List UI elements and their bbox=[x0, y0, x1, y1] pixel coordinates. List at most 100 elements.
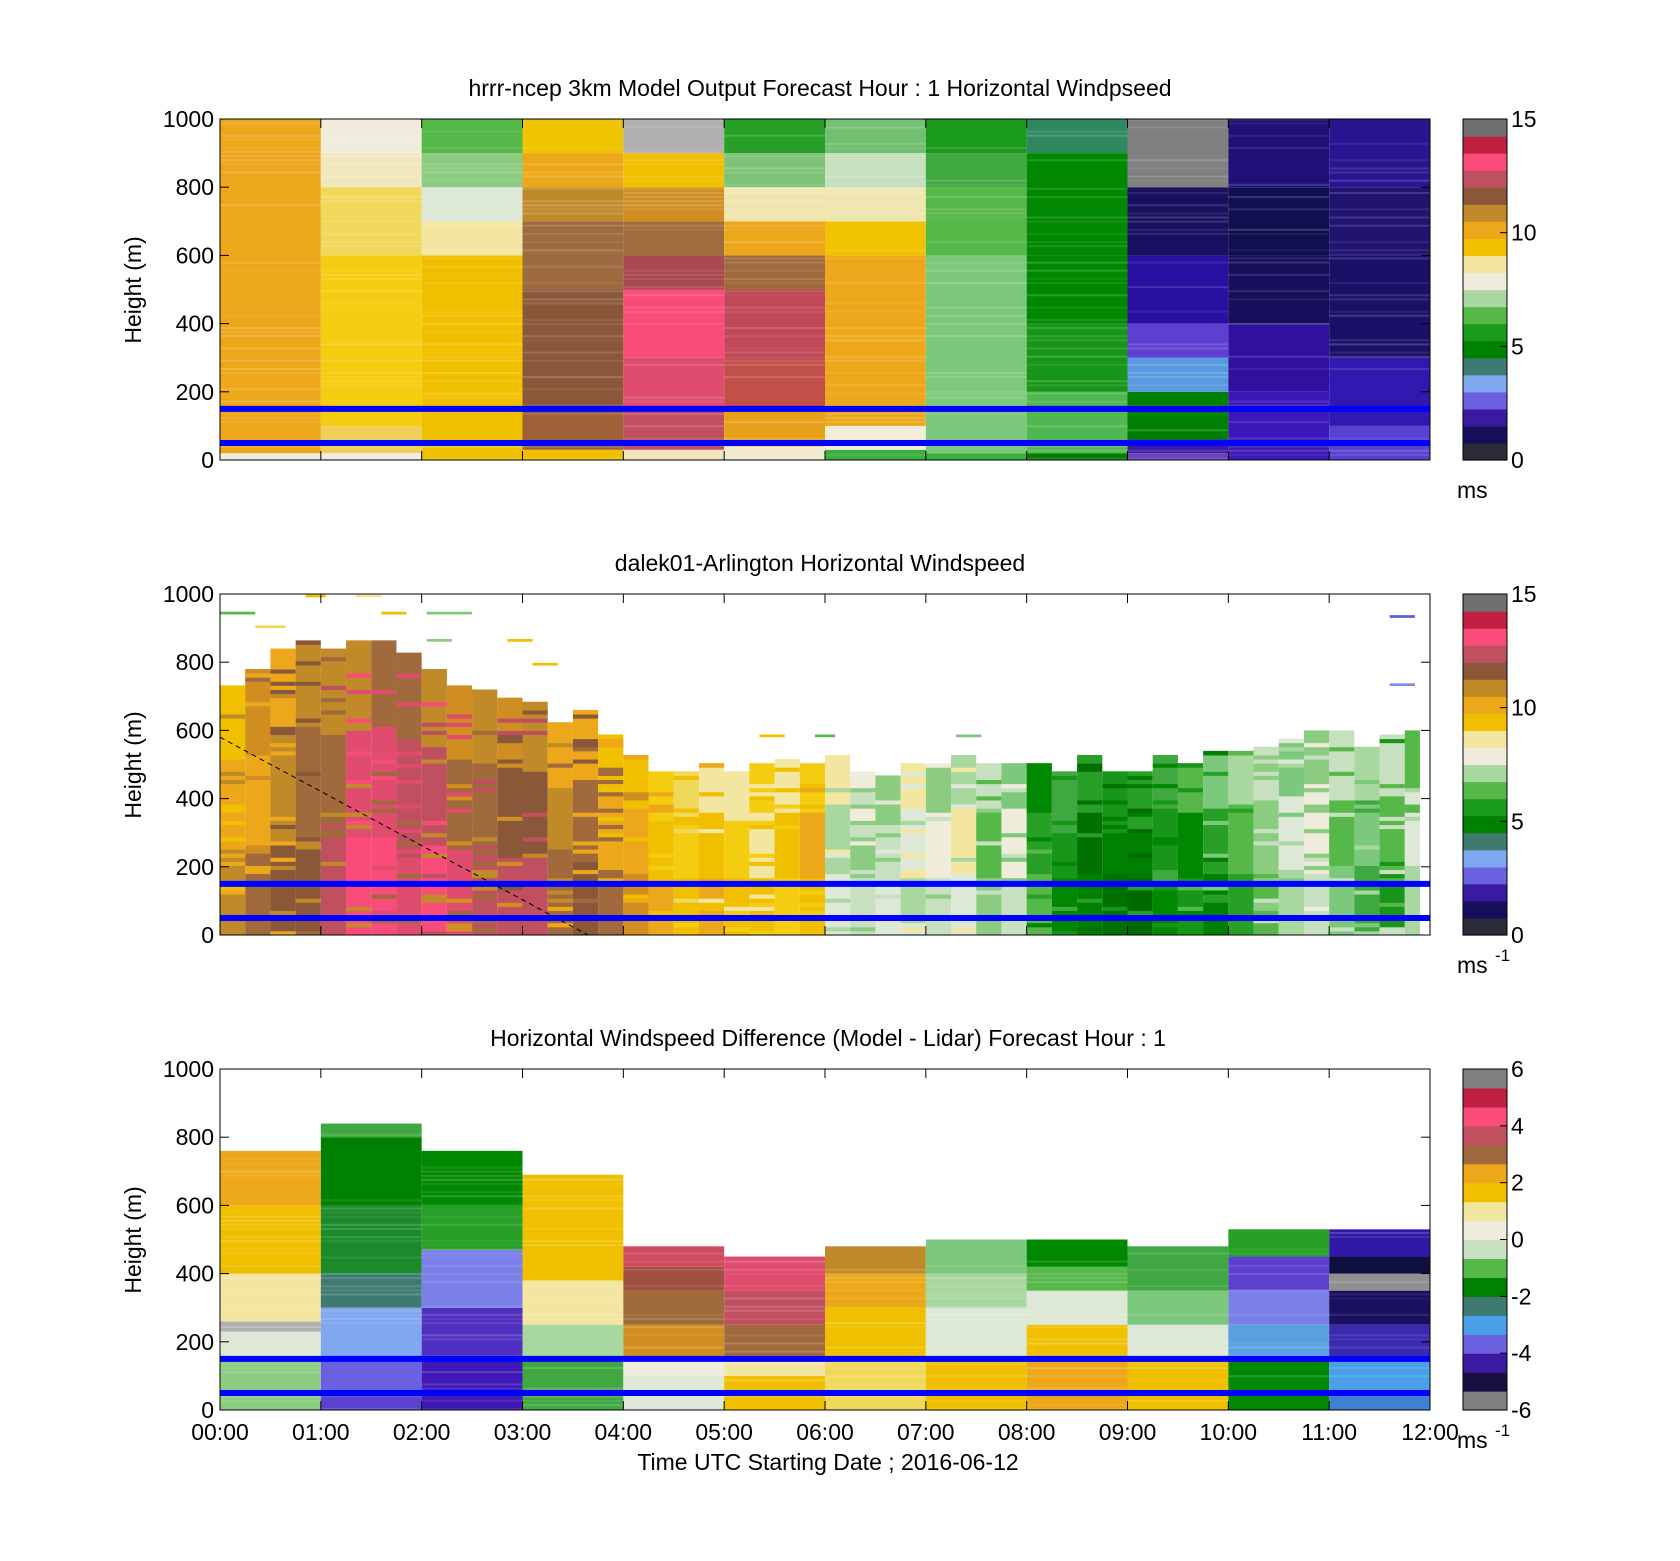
cell bbox=[875, 840, 901, 846]
cell bbox=[547, 734, 573, 740]
cell-texture bbox=[1127, 372, 1229, 375]
cell bbox=[1379, 787, 1405, 793]
cell bbox=[547, 767, 573, 772]
cell bbox=[673, 783, 699, 789]
cell bbox=[875, 889, 901, 895]
cell bbox=[1026, 779, 1052, 785]
cell bbox=[925, 853, 952, 858]
cell bbox=[396, 714, 422, 719]
cell-texture bbox=[1026, 196, 1128, 199]
cell bbox=[346, 640, 372, 645]
cell bbox=[1303, 877, 1330, 883]
colorbar-swatch bbox=[1463, 1353, 1507, 1373]
cell bbox=[245, 869, 271, 875]
cell bbox=[698, 824, 725, 830]
cell bbox=[925, 783, 952, 789]
cell bbox=[925, 840, 952, 846]
cell bbox=[1026, 930, 1052, 935]
colorbar-swatch bbox=[1463, 425, 1507, 444]
cell bbox=[245, 759, 271, 764]
cell-texture bbox=[1026, 457, 1128, 460]
cell bbox=[295, 746, 321, 752]
cell bbox=[1228, 926, 1254, 932]
cell bbox=[1152, 922, 1178, 928]
cell bbox=[1329, 759, 1355, 764]
panel-difference-xlabel: Time UTC Starting Date ; 2016-06-12 bbox=[637, 1449, 1018, 1475]
cell bbox=[673, 853, 699, 858]
cell bbox=[724, 857, 750, 862]
cell bbox=[1379, 820, 1405, 826]
cell bbox=[497, 857, 523, 862]
xtick-label: 09:00 bbox=[1099, 1419, 1157, 1445]
cell bbox=[1077, 812, 1103, 817]
cell bbox=[623, 930, 649, 935]
cell-texture bbox=[220, 1395, 321, 1398]
cell bbox=[371, 844, 397, 850]
cell bbox=[1102, 812, 1128, 817]
cell bbox=[1253, 754, 1279, 760]
cell bbox=[925, 255, 1027, 392]
cell bbox=[1127, 824, 1153, 830]
cell bbox=[1228, 820, 1254, 826]
cell bbox=[346, 799, 372, 805]
cell bbox=[270, 832, 296, 838]
cell-texture bbox=[825, 335, 926, 338]
cell-texture bbox=[724, 1342, 825, 1345]
cell bbox=[673, 849, 699, 854]
cell bbox=[396, 660, 422, 666]
cell bbox=[1303, 791, 1330, 797]
cell bbox=[825, 889, 851, 895]
cell bbox=[724, 775, 750, 781]
cell bbox=[220, 910, 246, 916]
cell-texture bbox=[320, 1277, 422, 1280]
cell bbox=[396, 889, 422, 895]
cell-texture bbox=[1228, 1354, 1330, 1357]
cell bbox=[1152, 902, 1178, 907]
cell bbox=[1077, 840, 1103, 846]
cell-texture bbox=[1329, 241, 1430, 244]
cell bbox=[598, 857, 624, 862]
cell bbox=[1329, 799, 1355, 805]
cell bbox=[673, 779, 699, 785]
cell bbox=[1077, 799, 1103, 805]
cell bbox=[749, 787, 775, 793]
cell bbox=[598, 865, 624, 871]
cell bbox=[1228, 869, 1254, 875]
cell bbox=[925, 930, 952, 935]
cell bbox=[825, 849, 851, 854]
cell-texture bbox=[320, 232, 422, 235]
cell bbox=[1203, 775, 1229, 781]
cell bbox=[1228, 1256, 1330, 1291]
cell bbox=[1026, 767, 1052, 772]
cell bbox=[1404, 779, 1420, 785]
cell bbox=[850, 832, 876, 838]
cell bbox=[648, 783, 674, 789]
cell bbox=[1152, 861, 1178, 866]
cell bbox=[245, 877, 271, 883]
cell bbox=[572, 730, 599, 735]
cell bbox=[623, 795, 649, 801]
cell-texture bbox=[421, 1305, 523, 1308]
cell bbox=[472, 795, 498, 801]
cell bbox=[1228, 783, 1254, 789]
cell bbox=[673, 877, 699, 883]
cell bbox=[598, 787, 624, 793]
cell bbox=[346, 754, 372, 760]
cell bbox=[1354, 795, 1380, 801]
cell bbox=[396, 779, 422, 785]
cell bbox=[1278, 828, 1304, 834]
cell bbox=[1404, 730, 1420, 735]
cell-texture bbox=[1228, 298, 1330, 301]
cell-texture bbox=[1329, 314, 1430, 317]
cell bbox=[1203, 750, 1229, 756]
cell bbox=[547, 791, 573, 797]
cell-texture bbox=[421, 1338, 523, 1341]
cell bbox=[1051, 885, 1078, 891]
cell-texture bbox=[623, 273, 725, 276]
cell bbox=[421, 119, 523, 154]
cell bbox=[875, 836, 901, 842]
cell bbox=[1354, 877, 1380, 883]
xtick-label: 08:00 bbox=[998, 1419, 1056, 1445]
cell bbox=[724, 799, 750, 805]
cell bbox=[446, 705, 473, 711]
